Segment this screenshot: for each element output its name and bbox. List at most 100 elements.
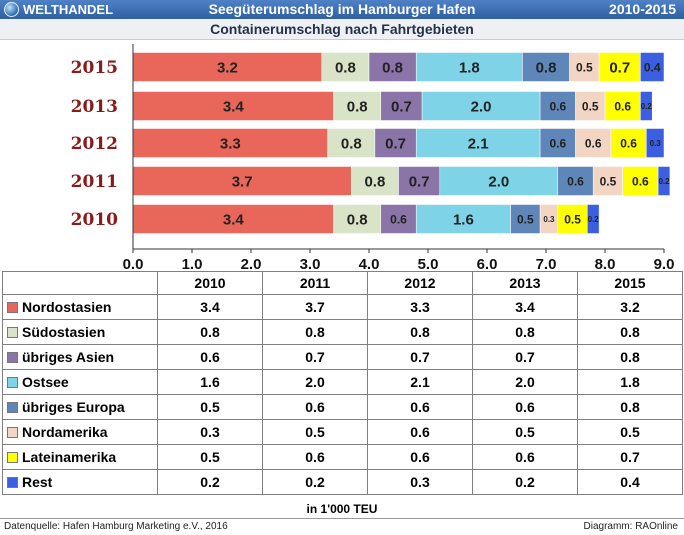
table-cell: 0.6 xyxy=(262,444,368,470)
x-tick-label: 4.0 xyxy=(359,256,380,272)
data-label: 3.4 xyxy=(223,211,245,228)
data-label: 2.0 xyxy=(488,173,509,190)
x-tick-label: 9.0 xyxy=(654,256,675,272)
table-cell: 0.8 xyxy=(157,319,263,345)
data-label: 0.3 xyxy=(543,215,555,224)
x-tick-label: 5.0 xyxy=(418,256,439,272)
table-cell: 2.0 xyxy=(262,369,368,395)
bar-segment xyxy=(640,91,653,121)
legend-swatch xyxy=(7,476,18,488)
bar-segment xyxy=(569,52,600,82)
bar-segment xyxy=(132,204,334,234)
y-tick-label: 2010 xyxy=(71,210,118,230)
table-col-header: 2013 xyxy=(472,271,578,295)
table-col-header: 2015 xyxy=(577,271,683,295)
table-cell: 0.6 xyxy=(472,394,578,420)
bar-segment xyxy=(598,52,641,82)
data-label: 3.7 xyxy=(232,173,253,190)
series-label-cell: Rest xyxy=(2,469,158,495)
legend-swatch xyxy=(7,451,18,463)
data-label: 0.8 xyxy=(364,173,385,190)
data-label: 0.8 xyxy=(335,59,356,76)
x-tick-label: 7.0 xyxy=(536,256,557,272)
table-cell: 0.8 xyxy=(472,319,578,345)
series-label: Lateinamerika xyxy=(22,449,117,465)
data-label: 0.8 xyxy=(347,98,368,115)
table-cell: 2.0 xyxy=(472,369,578,395)
bar-segment xyxy=(374,128,417,158)
table-cell: 1.6 xyxy=(157,369,263,395)
bar-segment xyxy=(415,128,541,158)
data-label: 0.7 xyxy=(409,173,430,190)
bar-segment xyxy=(333,91,382,121)
series-label: Rest xyxy=(22,474,53,490)
x-tick-label: 0.0 xyxy=(123,256,144,272)
bar-segment xyxy=(557,204,588,234)
table-row: übriges Asien 0.6 0.7 0.7 0.7 0.8 xyxy=(2,344,683,370)
data-label: 0.7 xyxy=(609,59,630,76)
table-cell: 1.8 xyxy=(577,369,683,395)
data-label: 0.6 xyxy=(390,212,407,226)
table-header-row: 2010 2011 2012 2013 2015 xyxy=(2,271,683,295)
year-range: 2010-2015 xyxy=(609,1,676,17)
data-label: 3.4 xyxy=(223,98,245,115)
bar-segment xyxy=(398,166,441,196)
table-cell: 2.1 xyxy=(367,369,473,395)
data-label: 0.5 xyxy=(600,174,617,188)
bar-segment xyxy=(604,91,641,121)
page-title: Seegüterumschlag im Hamburger Hafen xyxy=(208,1,476,17)
data-label: 0.2 xyxy=(658,177,670,186)
series-label: übriges Europa xyxy=(22,399,125,415)
data-label: 0.8 xyxy=(347,211,368,228)
series-label: Nordamerika xyxy=(22,424,108,440)
data-label: 3.2 xyxy=(217,59,238,76)
table-cell: 0.8 xyxy=(577,344,683,370)
series-label-cell: Lateinamerika xyxy=(2,444,158,470)
chart-subtitle: Containerumschlag nach Fahrtgebieten xyxy=(0,19,684,40)
data-source: Datenquelle: Hafen Hamburg Marketing e.V… xyxy=(4,521,228,532)
x-tick-label: 1.0 xyxy=(182,256,203,272)
bar-segment xyxy=(351,166,399,196)
table-cell: 0.7 xyxy=(367,344,473,370)
table-cell: 0.5 xyxy=(262,419,368,445)
bar-segment xyxy=(610,128,647,158)
table-cell: 0.8 xyxy=(577,394,683,420)
table-cell: 0.5 xyxy=(157,444,263,470)
y-tick-label: 2015 xyxy=(71,58,118,78)
legend-swatch xyxy=(7,376,18,388)
bar-segment xyxy=(368,52,417,82)
data-label: 0.7 xyxy=(385,135,406,152)
table-corner xyxy=(2,271,158,295)
table-cell: 0.8 xyxy=(367,319,473,345)
legend-swatch xyxy=(7,401,18,413)
table-cell: 0.5 xyxy=(577,419,683,445)
table-cell: 0.6 xyxy=(367,419,473,445)
table-cell: 0.7 xyxy=(577,444,683,470)
data-label: 0.6 xyxy=(620,136,637,150)
data-label: 0.6 xyxy=(549,99,566,113)
y-tick-label: 2013 xyxy=(71,97,118,117)
table-cell: 0.5 xyxy=(157,394,263,420)
table-cell: 0.3 xyxy=(367,469,473,495)
data-label: 0.5 xyxy=(517,212,534,226)
table-row: Lateinamerika 0.5 0.6 0.6 0.6 0.7 xyxy=(2,444,683,470)
data-label: 0.6 xyxy=(567,174,584,188)
legend-swatch xyxy=(7,426,18,438)
table-cell: 0.4 xyxy=(577,469,683,495)
data-label: 0.8 xyxy=(341,135,362,152)
data-label: 0.6 xyxy=(585,136,602,150)
bar-segment xyxy=(657,166,671,196)
bar-segment xyxy=(575,91,606,121)
table-col-header: 2011 xyxy=(262,271,368,295)
table-cell: 3.3 xyxy=(367,294,473,320)
y-tick-label: 2011 xyxy=(71,172,118,192)
table-cell: 0.6 xyxy=(157,344,263,370)
data-label: 2.0 xyxy=(471,98,492,115)
series-label-cell: übriges Asien xyxy=(2,344,158,370)
table-cell: 3.4 xyxy=(472,294,578,320)
data-label: 0.6 xyxy=(614,99,631,113)
data-label: 0.5 xyxy=(564,212,581,226)
series-label: übriges Asien xyxy=(22,349,115,365)
table-cell: 0.7 xyxy=(472,344,578,370)
series-label-cell: Südostasien xyxy=(2,319,158,345)
